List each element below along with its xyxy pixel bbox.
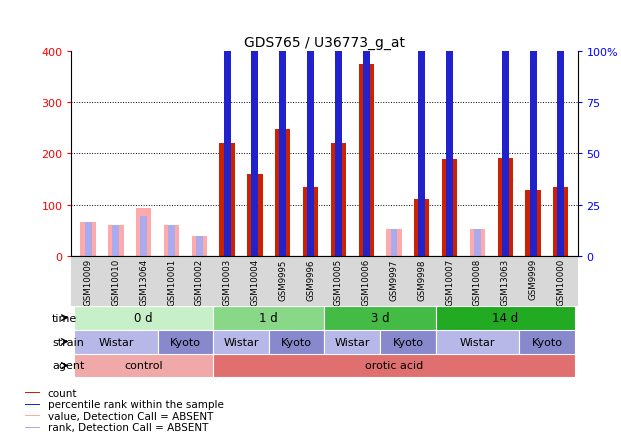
- Bar: [442, 159, 457, 256]
- Bar: [164, 226, 179, 256]
- Bar: [469, 230, 485, 256]
- Bar: [25, 415, 40, 416]
- Bar: [213, 330, 269, 354]
- Bar: [474, 230, 481, 256]
- Bar: [224, 0, 230, 256]
- Bar: [219, 144, 235, 256]
- Bar: [414, 200, 430, 256]
- Text: Wistar: Wistar: [460, 337, 495, 347]
- Text: Kyoto: Kyoto: [281, 337, 312, 347]
- Text: time: time: [52, 313, 77, 323]
- Bar: [419, 36, 425, 256]
- Text: 1 d: 1 d: [260, 312, 278, 324]
- Text: GSM10005: GSM10005: [334, 259, 343, 306]
- Bar: [158, 330, 213, 354]
- Text: GSM10004: GSM10004: [250, 259, 260, 306]
- Text: 3 d: 3 d: [371, 312, 389, 324]
- Text: GSM13064: GSM13064: [139, 259, 148, 306]
- Text: Kyoto: Kyoto: [532, 337, 563, 347]
- Bar: [436, 306, 575, 330]
- Text: GSM10007: GSM10007: [445, 259, 454, 306]
- Bar: [74, 330, 158, 354]
- Bar: [25, 404, 40, 405]
- Bar: [530, 0, 537, 256]
- Bar: [331, 144, 346, 256]
- Text: GSM10001: GSM10001: [167, 259, 176, 306]
- Bar: [192, 237, 207, 256]
- Bar: [497, 158, 513, 256]
- Bar: [553, 187, 568, 256]
- Title: GDS765 / U36773_g_at: GDS765 / U36773_g_at: [244, 36, 405, 49]
- Bar: [391, 230, 397, 256]
- Bar: [502, 0, 509, 256]
- Bar: [71, 256, 578, 306]
- Bar: [25, 427, 40, 428]
- Bar: [446, 0, 453, 256]
- Text: control: control: [124, 361, 163, 371]
- Bar: [380, 330, 436, 354]
- Bar: [84, 223, 91, 256]
- Bar: [252, 0, 258, 256]
- Text: Kyoto: Kyoto: [392, 337, 424, 347]
- Bar: [307, 0, 314, 256]
- Text: rank, Detection Call = ABSENT: rank, Detection Call = ABSENT: [48, 422, 208, 432]
- Bar: [275, 130, 291, 256]
- Text: GSM10003: GSM10003: [223, 259, 232, 306]
- Text: agent: agent: [52, 361, 84, 371]
- Text: GSM10009: GSM10009: [84, 259, 93, 306]
- Bar: [303, 187, 318, 256]
- Bar: [436, 330, 519, 354]
- Bar: [324, 306, 436, 330]
- Text: GSM9995: GSM9995: [278, 259, 288, 300]
- Bar: [112, 226, 119, 256]
- Text: Wistar: Wistar: [335, 337, 370, 347]
- Bar: [74, 354, 213, 378]
- Bar: [324, 330, 380, 354]
- Bar: [136, 209, 152, 256]
- Bar: [25, 392, 40, 393]
- Bar: [525, 191, 541, 256]
- Text: Kyoto: Kyoto: [170, 337, 201, 347]
- Text: percentile rank within the sample: percentile rank within the sample: [48, 399, 224, 409]
- Bar: [74, 306, 213, 330]
- Text: Wistar: Wistar: [224, 337, 259, 347]
- Bar: [196, 237, 203, 256]
- Bar: [213, 306, 324, 330]
- Text: 14 d: 14 d: [492, 312, 519, 324]
- Text: GSM13063: GSM13063: [501, 259, 510, 306]
- Bar: [358, 65, 374, 256]
- Text: Wistar: Wistar: [98, 337, 134, 347]
- Text: GSM9999: GSM9999: [528, 259, 538, 300]
- Bar: [140, 216, 147, 256]
- Bar: [558, 0, 564, 256]
- Text: count: count: [48, 388, 78, 398]
- Text: strain: strain: [52, 337, 84, 347]
- Bar: [386, 230, 402, 256]
- Bar: [108, 226, 124, 256]
- Text: value, Detection Call = ABSENT: value, Detection Call = ABSENT: [48, 411, 213, 421]
- Bar: [168, 226, 175, 256]
- Text: GSM9996: GSM9996: [306, 259, 315, 300]
- Bar: [279, 0, 286, 256]
- Bar: [213, 354, 575, 378]
- Text: GSM10000: GSM10000: [556, 259, 565, 306]
- Text: GSM9997: GSM9997: [389, 259, 399, 300]
- Text: 0 d: 0 d: [134, 312, 153, 324]
- Text: GSM10002: GSM10002: [195, 259, 204, 306]
- Text: GSM10006: GSM10006: [361, 259, 371, 306]
- Bar: [269, 330, 324, 354]
- Text: GSM9998: GSM9998: [417, 259, 426, 300]
- Text: GSM10008: GSM10008: [473, 259, 482, 306]
- Bar: [363, 0, 369, 256]
- Bar: [519, 330, 575, 354]
- Bar: [81, 223, 96, 256]
- Text: GSM10010: GSM10010: [111, 259, 120, 306]
- Bar: [247, 174, 263, 256]
- Bar: [335, 0, 342, 256]
- Text: orotic acid: orotic acid: [365, 361, 423, 371]
